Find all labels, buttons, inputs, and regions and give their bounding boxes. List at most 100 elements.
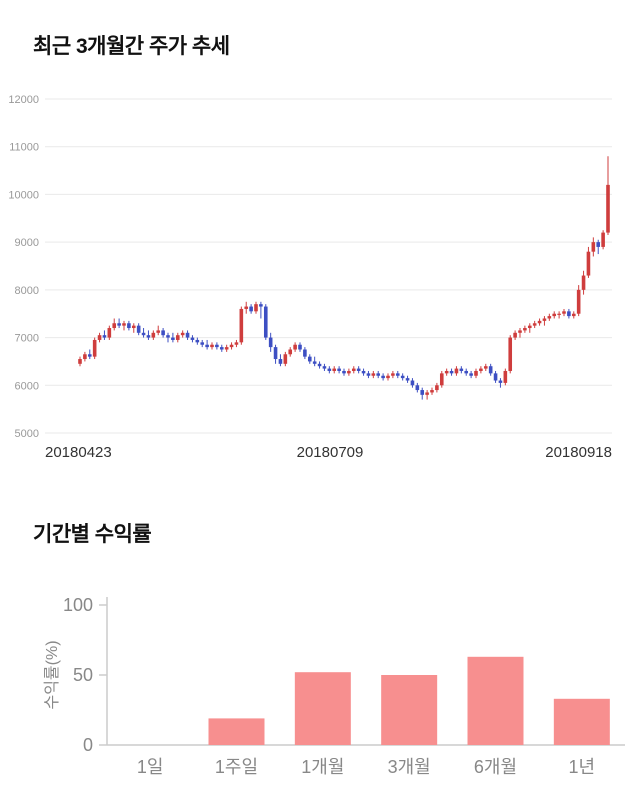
candle-body [576, 289, 581, 314]
candle-body [410, 380, 415, 386]
returns-title: 기간별 수익률 [33, 523, 152, 546]
candle-body [332, 368, 337, 371]
candle-body [215, 344, 219, 348]
candle-body [298, 344, 302, 350]
candle-body [513, 332, 517, 338]
candle-body [557, 313, 561, 315]
candle-body [288, 349, 293, 355]
category-label: 1년 [569, 757, 596, 777]
candle-body [224, 347, 229, 350]
returns-bar-svg: 0 50 100 1일 1주일 1개월 3개월 6개월 1년 수익률(%) [43, 595, 625, 777]
candle-body [420, 390, 425, 395]
candle-body [537, 320, 542, 324]
candle-body [474, 370, 478, 376]
candle-body [571, 313, 576, 317]
candle-body [131, 325, 136, 329]
candle-body [562, 311, 566, 314]
candle-body [527, 325, 532, 329]
candle-body [161, 330, 165, 336]
y-tick-label: 100 [63, 595, 93, 615]
candle-body [307, 356, 312, 362]
candle-body [503, 370, 508, 383]
candle-body [581, 275, 586, 290]
candle-body [268, 337, 273, 348]
candle-body [210, 344, 214, 348]
candle-body [567, 311, 571, 317]
candle-body [254, 304, 258, 312]
y-axis-title: 수익률(%) [43, 640, 61, 709]
candle-body [249, 306, 253, 312]
candle-body [200, 342, 205, 345]
x-tick-label: 20180709 [297, 444, 364, 461]
x-tick-label: 20180918 [545, 444, 612, 461]
candle-body [151, 332, 156, 338]
candle-body [190, 337, 195, 340]
candle-body [117, 323, 121, 326]
candle-body [523, 328, 527, 331]
candle-body [552, 313, 557, 317]
candle-body [493, 373, 498, 381]
y-tick-label: 8000 [15, 285, 39, 297]
candle-body [366, 373, 371, 376]
candle-body [146, 335, 151, 338]
candle-body [542, 318, 547, 321]
return-bar [294, 672, 351, 745]
candle-body [488, 366, 493, 374]
candle-body [415, 385, 420, 391]
candle-body [273, 347, 278, 360]
candle-body [518, 330, 522, 333]
candle-body [532, 323, 537, 326]
candle-body [317, 363, 322, 367]
candle-body [185, 332, 190, 338]
candle-body [356, 368, 361, 371]
candle-body [347, 370, 351, 374]
candle-body [479, 368, 483, 371]
candle-body [342, 370, 346, 374]
candle-body [483, 366, 488, 369]
candle-body [547, 316, 552, 319]
y-tick-label: 10000 [8, 189, 39, 201]
candle-body [112, 323, 117, 329]
candle-body [498, 380, 503, 383]
candlestick-chart: 5000 6000 7000 8000 9000 10000 11000 12000 20180… [0, 85, 640, 470]
candle-body [239, 308, 244, 343]
candle-body [435, 385, 439, 391]
candle-body [386, 375, 390, 379]
candle-body [293, 344, 297, 350]
return-bar [467, 656, 524, 745]
x-tick-label: 20180423 [45, 444, 112, 461]
y-tick-label: 12000 [8, 94, 39, 106]
y-tick-label: 7000 [15, 333, 39, 345]
candle-body [591, 242, 596, 252]
candle-body [171, 337, 175, 340]
y-tick-label: 11000 [9, 142, 39, 154]
y-tick-label: 9000 [15, 237, 39, 249]
candle-body [439, 373, 444, 386]
candle-body [180, 332, 185, 336]
category-label: 6개월 [474, 757, 517, 777]
candle-body [87, 354, 92, 357]
candle-body [400, 375, 405, 379]
y-tick-label: 5000 [15, 428, 39, 440]
candle-body [92, 339, 97, 357]
candle-body [122, 323, 126, 326]
candle-body [606, 184, 610, 233]
candle-body [337, 368, 341, 371]
candle-body [405, 378, 410, 381]
candle-body [175, 335, 180, 340]
candle-body [127, 323, 131, 329]
y-tick-label: 50 [73, 665, 93, 685]
candle-body [156, 330, 161, 333]
return-bar [381, 675, 438, 745]
candle-body [430, 390, 434, 393]
candle-body [229, 344, 234, 348]
candle-body [219, 347, 224, 350]
return-bar [553, 698, 610, 745]
price-trend-title: 최근 3개월간 주가 추세 [33, 35, 230, 58]
candle-body [141, 332, 146, 336]
candle-body [244, 306, 249, 309]
return-bar [208, 718, 265, 745]
candle-body [444, 370, 449, 374]
category-label: 1개월 [301, 757, 344, 777]
